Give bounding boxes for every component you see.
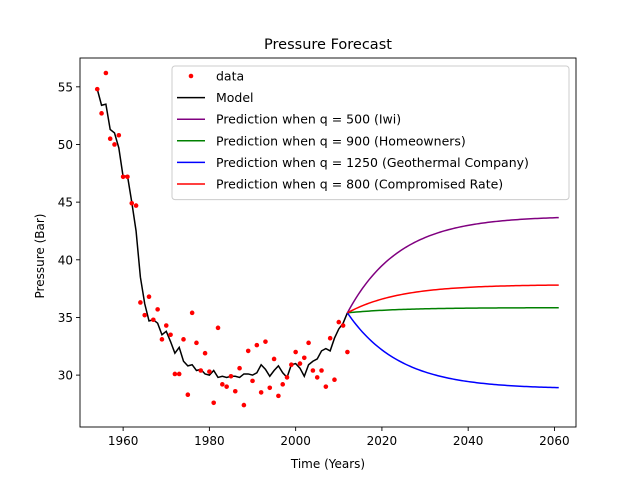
x-tick-label: 2000	[280, 434, 311, 448]
legend-label: data	[216, 69, 244, 84]
data-point	[176, 371, 182, 377]
data-point	[237, 365, 242, 371]
data-point	[267, 385, 273, 391]
legend: data Model Prediction when q = 500 (Iwi) Pr…	[171, 65, 570, 201]
data-point	[245, 348, 251, 354]
series-line-0	[96, 88, 349, 379]
chart-title: Pressure Forecast	[264, 37, 392, 53]
data-point	[99, 111, 104, 116]
data-point	[151, 317, 156, 323]
data-point	[172, 371, 178, 377]
data-point	[107, 136, 113, 142]
data-point	[289, 362, 294, 368]
legend-box	[171, 65, 570, 201]
data-point	[340, 323, 346, 328]
data-point	[207, 369, 212, 374]
data-point	[263, 339, 268, 344]
data-point	[198, 368, 204, 373]
data-point	[319, 368, 324, 373]
data-point	[211, 400, 216, 406]
data-point	[323, 384, 329, 389]
series-line-2	[347, 306, 559, 314]
x-tick-label: 2060	[539, 434, 570, 448]
y-tick-label: 30	[58, 369, 73, 383]
data-point	[194, 340, 199, 346]
data-point	[155, 307, 160, 312]
x-tick-label: 2040	[453, 434, 484, 448]
y-tick-label: 40	[58, 253, 73, 267]
data-point	[189, 310, 195, 316]
legend-label: Model	[216, 90, 254, 105]
data-point	[280, 382, 286, 387]
data-point	[146, 294, 152, 300]
x-tick-label: 1960	[108, 434, 139, 448]
legend-label: Prediction when q = 800 (Compromised Rat…	[216, 177, 503, 192]
data-point	[314, 375, 320, 380]
legend-label: Prediction when q = 1250 (Geothermal Com…	[216, 155, 529, 170]
data-point	[185, 392, 191, 398]
data-point	[202, 350, 208, 356]
data-point	[159, 337, 165, 342]
data-point	[327, 335, 333, 341]
x-tick-label: 2020	[367, 434, 398, 448]
legend-label: Prediction when q = 500 (Iwi)	[216, 112, 401, 127]
data-point	[94, 86, 100, 92]
series-line-3	[346, 312, 559, 389]
y-tick-label: 35	[58, 311, 73, 325]
data-point	[297, 361, 303, 366]
data-point	[310, 368, 316, 373]
y-tick-label: 50	[58, 138, 73, 152]
data-point	[168, 332, 173, 338]
data-point	[112, 142, 117, 147]
data-point	[250, 378, 255, 384]
legend-label: Prediction when q = 900 (Homeowners)	[216, 133, 466, 148]
data-point	[125, 174, 130, 180]
series-line-1	[346, 216, 559, 314]
data-point	[258, 390, 264, 395]
legend-marker	[188, 73, 194, 79]
data-point	[224, 384, 229, 389]
x-axis-label: Time (Years)	[290, 457, 365, 471]
data-point	[301, 355, 307, 361]
y-axis-label: Pressure (Bar)	[33, 214, 47, 299]
data-point	[120, 174, 126, 180]
data-point	[142, 312, 147, 318]
data-point	[232, 388, 238, 394]
data-point	[215, 325, 221, 331]
data-point	[129, 200, 135, 206]
data-point	[293, 349, 298, 355]
data-point	[163, 323, 169, 328]
data-point	[306, 340, 311, 346]
data-point	[284, 375, 290, 380]
data-point	[336, 319, 342, 325]
data-point	[254, 342, 260, 348]
data-point	[228, 373, 234, 379]
data-point	[241, 402, 247, 408]
data-point	[220, 382, 225, 387]
data-point	[138, 300, 143, 305]
plot-frame	[79, 57, 577, 428]
x-tick-label: 1980	[194, 434, 225, 448]
data-point	[103, 70, 109, 76]
series-line-4	[347, 284, 559, 314]
y-tick-label: 55	[58, 80, 73, 94]
data-point	[332, 377, 337, 383]
data-point	[181, 337, 186, 342]
data-point	[276, 393, 281, 399]
data-point	[133, 203, 139, 208]
data-point	[116, 132, 122, 138]
data-point	[345, 349, 350, 355]
y-tick-label: 45	[58, 196, 73, 210]
data-point	[271, 356, 277, 362]
